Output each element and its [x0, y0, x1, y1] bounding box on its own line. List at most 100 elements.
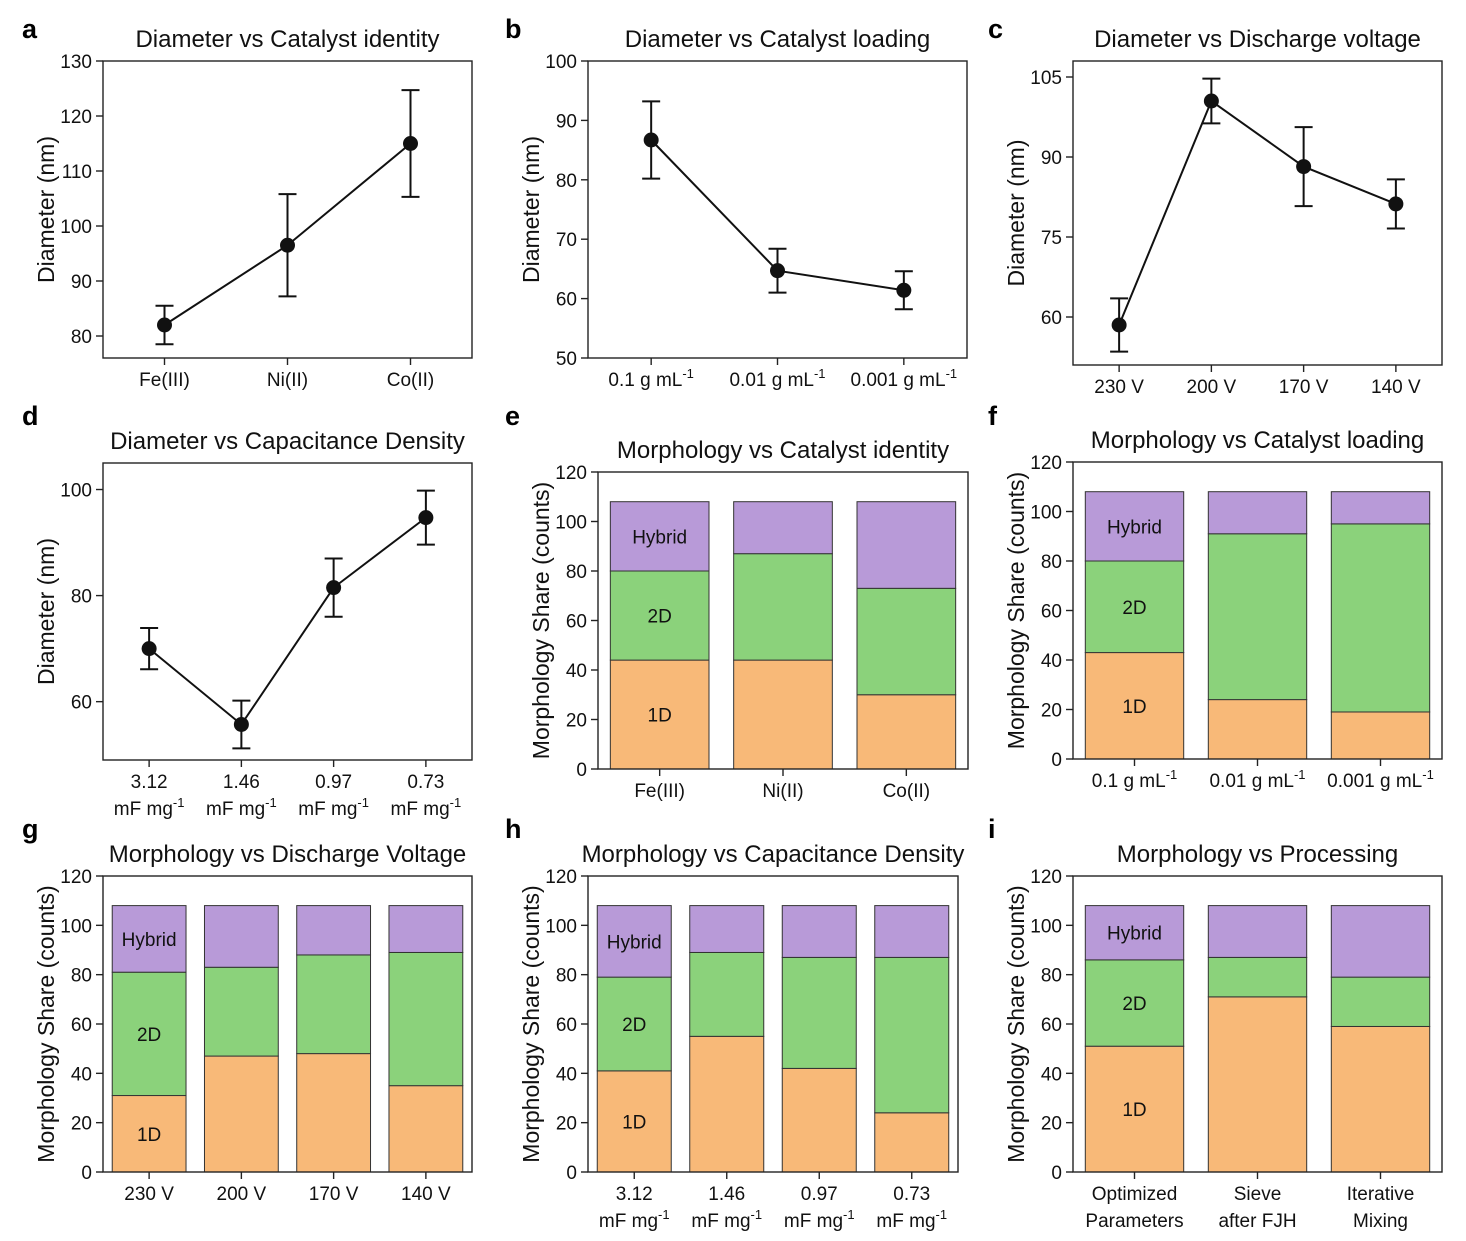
- y-tick-label-i-120: 120: [1030, 867, 1062, 888]
- data-point-b-2: [896, 282, 912, 298]
- data-point-c-3: [1388, 196, 1404, 212]
- x-tick-label-d-1-0: 1.46: [223, 772, 260, 793]
- x-tick-label-i-2-1: Mixing: [1353, 1211, 1408, 1232]
- plot-frame-c: [1072, 60, 1443, 366]
- y-tick-label-a-80: 80: [71, 327, 92, 348]
- x-tick-label-h-0-1: mF mg-1: [599, 1207, 670, 1232]
- panel-letter-a: a: [22, 14, 38, 44]
- y-tick-label-a-120: 120: [60, 107, 92, 128]
- bar-f-hybrid-2: [1330, 491, 1431, 525]
- x-tick-label-e-1-0: Ni(II): [762, 781, 803, 802]
- panel-d: d Diameter vs Capacitance Density Diameter…: [22, 401, 473, 820]
- x-tick-label-b-2-0: 0.001 g mL-1: [851, 366, 958, 391]
- x-tick-label-c-0-0: 230 V: [1094, 377, 1144, 398]
- data-point-c-0: [1111, 317, 1127, 333]
- x-tick-label-d-0-0: 3.12: [131, 772, 168, 793]
- bar-h-hybrid-0: [596, 905, 672, 978]
- segment-label-g-2d: 2D: [137, 1025, 161, 1046]
- bar-g-1d-2: [296, 1053, 372, 1173]
- data-point-c-1: [1203, 93, 1219, 109]
- x-tick-label-e-0-0: Fe(III): [634, 781, 685, 802]
- y-tick-label-e-120: 120: [555, 463, 587, 484]
- segment-label-e-2d: 2D: [648, 607, 672, 628]
- plot-frame-d: [102, 462, 473, 761]
- y-tick-label-e-60: 60: [566, 612, 587, 633]
- x-tick-label-g-2-0: 170 V: [309, 1184, 359, 1205]
- bar-e-2d-0: [609, 570, 710, 661]
- x-tick-label-g-3-0: 140 V: [401, 1184, 451, 1205]
- y-tick-label-i-0: 0: [1051, 1163, 1062, 1184]
- bar-e-hybrid-2: [856, 501, 957, 589]
- chart-title-h: Morphology vs Capacitance Density: [582, 841, 965, 868]
- data-point-c-2: [1296, 159, 1312, 175]
- segment-label-e-hybrid: Hybrid: [632, 527, 687, 548]
- panel-f: f Morphology vs Catalyst loading Morpholog…: [988, 401, 1443, 792]
- y-tick-label-b-50: 50: [556, 349, 577, 370]
- bar-f-1d-1: [1207, 699, 1308, 760]
- bar-h-2d-1: [689, 951, 765, 1037]
- bar-h-1d-2: [781, 1067, 857, 1173]
- y-tick-label-h-100: 100: [545, 916, 577, 937]
- y-axis-label-f: Morphology Share (counts): [1003, 472, 1029, 749]
- x-tick-label-i-0-1: Parameters: [1085, 1211, 1183, 1232]
- y-tick-label-h-120: 120: [545, 867, 577, 888]
- segment-label-i-2d: 2D: [1122, 994, 1146, 1015]
- x-tick-label-f-1-0: 0.01 g mL-1: [1209, 767, 1305, 792]
- y-tick-label-b-100: 100: [545, 52, 577, 73]
- y-tick-label-e-40: 40: [566, 661, 587, 682]
- y-tick-label-i-80: 80: [1041, 966, 1062, 987]
- panel-letter-h: h: [505, 814, 522, 844]
- bar-e-1d-0: [609, 659, 710, 770]
- y-tick-label-e-0: 0: [576, 760, 587, 781]
- y-tick-label-g-40: 40: [71, 1064, 92, 1085]
- bar-h-1d-0: [596, 1070, 672, 1173]
- x-tick-label-a-2-0: Co(II): [387, 370, 435, 391]
- y-tick-label-i-100: 100: [1030, 916, 1062, 937]
- x-tick-label-d-0-1: mF mg-1: [114, 795, 185, 820]
- segment-label-i-1d: 1D: [1122, 1100, 1146, 1121]
- x-tick-label-d-2-1: mF mg-1: [298, 795, 369, 820]
- y-tick-label-g-120: 120: [60, 867, 92, 888]
- bar-h-1d-3: [874, 1112, 950, 1173]
- segment-label-h-1d: 1D: [622, 1112, 646, 1133]
- bar-i-hybrid-0: [1084, 905, 1185, 961]
- y-tick-label-e-80: 80: [566, 562, 587, 583]
- panel-h: h Morphology vs Capacitance Density Morpho…: [505, 814, 964, 1232]
- segment-label-f-1d: 1D: [1122, 697, 1146, 718]
- y-tick-label-f-80: 80: [1041, 552, 1062, 573]
- segment-label-i-hybrid: Hybrid: [1107, 924, 1162, 945]
- bar-g-2d-3: [388, 951, 464, 1087]
- bar-h-1d-1: [689, 1035, 765, 1173]
- y-tick-label-a-100: 100: [60, 217, 92, 238]
- bar-f-2d-0: [1084, 560, 1185, 654]
- y-tick-label-b-80: 80: [556, 171, 577, 192]
- bar-e-hybrid-1: [733, 501, 833, 555]
- x-tick-label-d-3-0: 0.73: [407, 772, 444, 793]
- y-tick-label-f-60: 60: [1041, 602, 1062, 623]
- panel-g: g Morphology vs Discharge Voltage Morpholo…: [22, 814, 473, 1205]
- data-point-d-2: [326, 580, 342, 596]
- y-tick-label-g-20: 20: [71, 1114, 92, 1135]
- bar-h-2d-3: [874, 956, 950, 1114]
- chart-title-a: Diameter vs Catalyst identity: [135, 26, 439, 53]
- bar-g-2d-2: [296, 954, 372, 1055]
- chart-title-i: Morphology vs Processing: [1117, 841, 1398, 868]
- y-tick-label-d-60: 60: [71, 693, 92, 714]
- y-axis-label-h: Morphology Share (counts): [518, 885, 544, 1162]
- bar-g-2d-0: [111, 971, 187, 1097]
- bar-g-1d-0: [111, 1095, 187, 1173]
- segment-label-f-2d: 2D: [1122, 598, 1146, 619]
- bar-h-hybrid-3: [874, 905, 950, 958]
- bar-e-2d-2: [856, 587, 957, 696]
- y-tick-label-f-0: 0: [1051, 750, 1062, 771]
- segment-label-g-1d: 1D: [137, 1125, 161, 1146]
- y-tick-label-b-90: 90: [556, 111, 577, 132]
- segment-label-h-hybrid: Hybrid: [607, 932, 662, 953]
- x-tick-label-i-0-0: Optimized: [1092, 1184, 1178, 1205]
- y-tick-label-c-60: 60: [1041, 308, 1062, 329]
- y-tick-label-b-60: 60: [556, 290, 577, 311]
- bar-g-hybrid-3: [388, 905, 464, 953]
- panel-letter-d: d: [22, 401, 39, 431]
- x-tick-label-d-3-1: mF mg-1: [391, 795, 462, 820]
- segment-label-f-hybrid: Hybrid: [1107, 517, 1162, 538]
